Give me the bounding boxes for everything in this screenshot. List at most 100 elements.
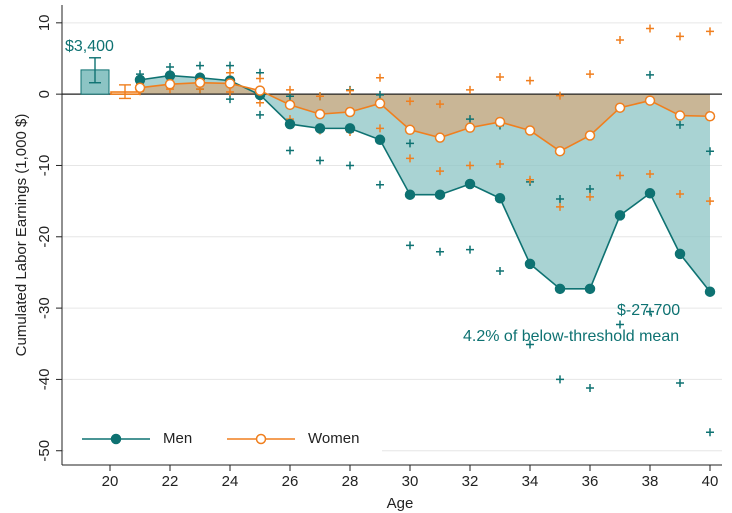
point (584, 283, 596, 295)
point (674, 110, 686, 121)
point (404, 189, 416, 200)
point (404, 124, 416, 136)
point (524, 258, 536, 270)
point (434, 132, 446, 143)
point (464, 178, 476, 190)
ci-marker (436, 167, 444, 176)
ci-marker (346, 86, 354, 95)
point (314, 123, 326, 134)
point (494, 193, 506, 204)
point (674, 248, 686, 260)
ci-marker (586, 70, 594, 79)
point (434, 189, 446, 200)
ci-marker (556, 194, 564, 203)
point (134, 82, 146, 93)
annotation: $3,400 (65, 38, 114, 55)
legend: Men Women (64, 420, 382, 458)
ci-marker (616, 35, 624, 44)
ci-marker (676, 120, 684, 129)
annotation: $-27,700 (617, 302, 680, 319)
point (614, 210, 626, 221)
ci-marker (526, 340, 534, 349)
ci-marker (466, 161, 474, 170)
ci-marker (676, 32, 684, 41)
point (194, 77, 206, 88)
ci-marker (226, 88, 234, 97)
ci-marker (466, 245, 474, 254)
x-tick-label: 28 (342, 473, 359, 490)
ci-marker (286, 85, 294, 94)
ci-marker (586, 185, 594, 193)
y-tick-label: 0 (36, 90, 53, 98)
point (524, 125, 536, 136)
point (704, 111, 716, 122)
point (314, 108, 326, 120)
ci-marker (496, 267, 504, 276)
x-tick-label: 32 (462, 473, 479, 490)
ci-marker (166, 63, 174, 72)
point (584, 130, 596, 141)
x-tick-label: 26 (282, 473, 299, 490)
x-tick-label: 36 (582, 473, 599, 490)
ci-marker (646, 307, 654, 316)
x-tick-label: 30 (402, 473, 419, 490)
ci-marker (586, 192, 594, 201)
point (614, 102, 626, 113)
x-tick-label: 20 (102, 473, 119, 490)
ci-marker (586, 383, 594, 392)
y-tick-label: -30 (36, 297, 53, 319)
ci-marker (346, 161, 354, 170)
ci-marker (376, 90, 384, 99)
ci-marker (706, 428, 714, 437)
ci-marker (706, 197, 714, 206)
point (284, 118, 296, 130)
x-axis-title: Age (387, 495, 414, 512)
ci-marker (526, 76, 534, 85)
ci-marker (646, 170, 654, 179)
legend-label: Men (163, 430, 192, 447)
point (284, 99, 296, 111)
ci-marker (406, 241, 414, 250)
ci-marker (436, 100, 444, 109)
y-tick-label: -10 (36, 155, 53, 177)
ci-marker (256, 74, 264, 83)
point (344, 123, 356, 134)
ci-marker (436, 247, 444, 256)
y-axis-title: Cumulated Labor Earnings (1,000 $) (13, 114, 30, 357)
ci-marker (556, 375, 564, 384)
point (224, 78, 236, 89)
ci-marker (376, 73, 384, 82)
point (254, 85, 266, 96)
ci-marker (406, 139, 414, 148)
ci-marker (376, 180, 384, 189)
point (704, 286, 716, 297)
x-tick-label: 40 (702, 473, 719, 490)
ci-marker (226, 95, 234, 104)
ci-marker (556, 202, 564, 211)
y-tick-label: -40 (36, 369, 53, 391)
ci-marker (376, 124, 384, 133)
ci-marker (256, 110, 264, 119)
ci-marker (526, 175, 534, 184)
area (140, 82, 710, 152)
ci-marker (676, 189, 684, 198)
x-tick-label: 24 (222, 473, 239, 490)
point (554, 145, 566, 157)
point (164, 70, 176, 81)
ci-marker (496, 73, 504, 82)
y-tick-label: -50 (36, 440, 53, 462)
point (554, 283, 566, 295)
ci-marker (616, 171, 624, 180)
x-tick-label: 22 (162, 473, 179, 490)
ci-marker (676, 378, 684, 387)
point (644, 188, 656, 199)
ci-marker (316, 92, 324, 101)
y-tick-label: -20 (36, 226, 53, 248)
legend-marker (255, 433, 267, 445)
ci-marker (286, 146, 294, 155)
ci-marker (226, 61, 234, 70)
point (344, 106, 356, 118)
y-tick-label: 10 (36, 14, 53, 31)
point (494, 116, 506, 128)
